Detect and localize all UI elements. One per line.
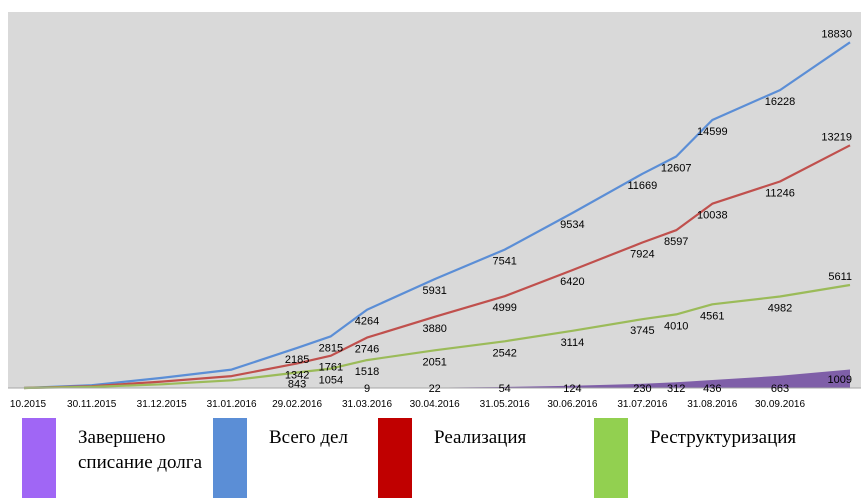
chart-area: 2185 2815 4264 5931 7541 9534 11669 12607 14599 1… (8, 12, 861, 410)
data-label: 12607 (661, 163, 692, 175)
x-tick-layer: 10.2015 30.11.2015 31.12.2015 31.01.2016 29.… (10, 399, 806, 410)
x-tick-label: 31.08.2016 (687, 399, 737, 410)
data-label: 436 (703, 383, 721, 395)
x-tick-label: 29.02.2016 (272, 399, 322, 410)
series-line-1 (23, 144, 851, 390)
legend-label-total: Всего дел (269, 427, 348, 448)
x-tick-label: 31.01.2016 (207, 399, 257, 410)
data-label: 124 (563, 383, 581, 395)
legend-swatch-realization (378, 418, 412, 498)
data-label: 312 (667, 383, 685, 395)
x-tick-label: 10.2015 (10, 399, 47, 410)
data-label: 4010 (664, 320, 688, 332)
series-line-2 (23, 283, 851, 390)
data-label: 3745 (630, 325, 654, 337)
data-label: 10038 (697, 210, 728, 222)
data-label: 5931 (422, 285, 446, 297)
data-label: 4264 (355, 316, 379, 328)
data-label: 16228 (765, 96, 796, 108)
data-label: 1054 (319, 375, 343, 387)
data-label: 843 (288, 379, 306, 391)
series-area-3 (367, 369, 850, 388)
x-tick-label: 31.12.2015 (137, 399, 187, 410)
data-label: 14599 (697, 126, 728, 138)
data-label: 2815 (319, 342, 343, 354)
data-label: 7924 (630, 249, 654, 261)
legend-label-restructuring: Реструктуризация (650, 427, 797, 448)
data-label: 4982 (768, 303, 792, 315)
plot-background (8, 12, 861, 388)
data-label: 1342 (285, 369, 309, 381)
data-label: 1518 (355, 366, 379, 378)
legend-swatch-restructuring (594, 418, 628, 498)
data-label: 18830 (821, 28, 852, 40)
legend-swatch-total (213, 418, 247, 498)
data-label: 11246 (765, 188, 795, 200)
data-label: 6420 (560, 276, 584, 288)
data-label: 2051 (422, 356, 446, 368)
data-label: 1761 (319, 362, 343, 374)
x-tick-label: 31.07.2016 (617, 399, 667, 410)
data-label: 2185 (285, 354, 309, 366)
data-label: 9 (364, 383, 370, 395)
data-label: 4561 (700, 310, 724, 322)
data-label: 2746 (355, 344, 379, 356)
legend-label-write-off: Завершено списание долга (78, 427, 203, 473)
data-label: 3114 (561, 337, 585, 349)
series-line-0 (23, 41, 851, 390)
legend-swatch-write-off (22, 418, 56, 498)
x-tick-label: 30.04.2016 (410, 399, 460, 410)
data-label: 2542 (492, 347, 516, 359)
data-label: 230 (633, 383, 651, 395)
x-tick-label: 30.09.2016 (755, 399, 805, 410)
x-tick-label: 30.06.2016 (547, 399, 597, 410)
data-label: 11669 (628, 180, 658, 192)
x-tick-label: 31.05.2016 (480, 399, 530, 410)
data-label: 663 (771, 383, 789, 395)
data-label: 1009 (828, 374, 852, 386)
area-layer (367, 369, 850, 388)
data-label: 54 (499, 383, 511, 395)
data-label: 5611 (828, 271, 852, 283)
data-label: 4999 (492, 302, 516, 314)
data-label: 8597 (664, 236, 688, 248)
data-label: 3880 (422, 323, 446, 335)
line-layer (23, 41, 851, 390)
data-label: 22 (429, 383, 441, 395)
x-tick-label: 30.11.2015 (67, 399, 117, 410)
data-label: 13219 (821, 131, 852, 143)
legend-label-realization: Реализация (434, 427, 527, 448)
data-label: 7541 (492, 256, 516, 268)
x-tick-label: 31.03.2016 (342, 399, 392, 410)
data-label: 9534 (560, 219, 584, 231)
legend: Завершено списание долга Всего дел Реали… (0, 418, 861, 499)
